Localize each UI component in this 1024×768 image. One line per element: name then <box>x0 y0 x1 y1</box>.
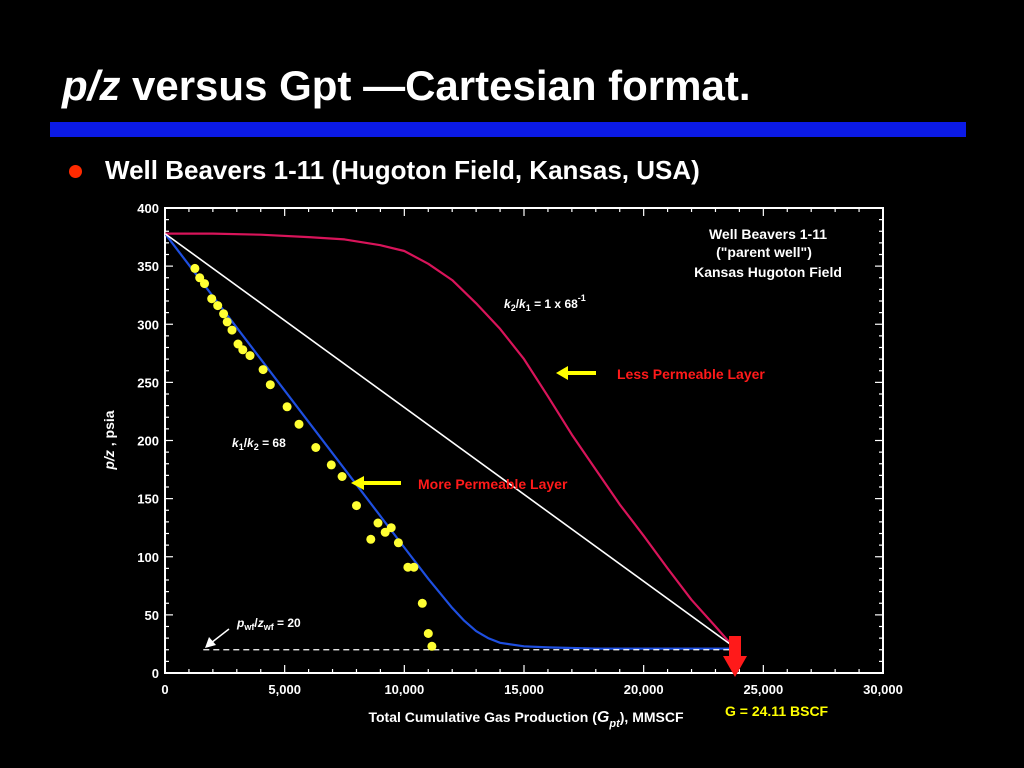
y-tick-label: 150 <box>137 492 159 507</box>
title-divider-bar <box>50 122 966 137</box>
x-tick-label: 0 <box>161 682 168 697</box>
chart-series <box>165 232 731 651</box>
data-point <box>258 365 268 375</box>
x-axis-title: Total Cumulative Gas Production (Gpt), M… <box>368 709 683 730</box>
less-permeable-arrow <box>556 366 596 380</box>
parent-well-line <box>165 232 731 645</box>
page-title-italic: p/z <box>62 62 121 109</box>
page-title-text: versus Gpt —Cartesian format. <box>120 62 751 109</box>
data-point <box>427 641 437 651</box>
data-point <box>238 345 248 355</box>
more-permeable-curve <box>165 232 730 650</box>
y-tick-label: 0 <box>152 666 159 681</box>
data-point <box>417 598 427 608</box>
data-point <box>222 317 232 327</box>
data-point <box>245 351 255 361</box>
chart-axes: 0 5,000 10,000 15,000 20,000 25,000 30,000 0 50 1… <box>137 201 903 697</box>
data-point <box>207 294 217 304</box>
y-tick-label: 200 <box>137 434 159 449</box>
y-tick-label: 100 <box>137 550 159 565</box>
ratio-k2k1-label: k2/k1 = 1 x 68-1 <box>504 293 586 313</box>
data-point <box>282 402 292 412</box>
data-point <box>352 501 361 511</box>
data-point <box>227 325 237 335</box>
more-permeable-arrow <box>351 476 401 490</box>
y-tick-label: 350 <box>137 259 159 274</box>
data-point <box>423 629 433 638</box>
less-permeable-label: Less Permeable Layer <box>617 366 765 382</box>
y-tick-label: 400 <box>137 201 159 216</box>
chart-points <box>190 263 437 651</box>
data-point <box>190 263 200 273</box>
data-point <box>366 534 376 544</box>
data-point <box>213 301 223 311</box>
data-point <box>409 562 419 572</box>
data-point <box>326 460 336 470</box>
data-point <box>373 518 383 528</box>
bullet-text: Well Beavers 1-11 (Hugoton Field, Kansas… <box>105 155 700 185</box>
g-value-label: G = 24.11 BSCF <box>725 703 829 719</box>
data-point <box>265 380 275 390</box>
pwf-label: pwf/zwf = 20 <box>236 616 301 632</box>
more-permeable-label: More Permeable Layer <box>418 476 568 492</box>
data-point <box>386 523 396 533</box>
less-permeable-curve <box>165 232 731 644</box>
data-point <box>337 472 347 481</box>
legend-line-1: Well Beavers 1-11 <box>709 226 827 242</box>
bullet-icon <box>69 165 82 178</box>
y-tick-label: 300 <box>137 317 159 332</box>
data-point <box>311 443 321 452</box>
legend-line-2: ("parent well") <box>716 244 812 260</box>
ratio-k1k2-label: k1/k2 = 68 <box>232 436 286 452</box>
x-tick-label: 20,000 <box>624 682 664 697</box>
data-point <box>200 279 209 289</box>
page-title: p/z versus Gpt —Cartesian format. <box>62 62 751 110</box>
y-tick-label: 50 <box>145 608 159 623</box>
x-tick-label: 5,000 <box>268 682 301 697</box>
data-point <box>219 309 229 319</box>
data-point <box>393 538 403 548</box>
data-point <box>294 419 304 429</box>
x-tick-label: 30,000 <box>863 682 903 697</box>
g-down-arrow-icon <box>723 636 747 677</box>
y-axis-title: p/z , psia <box>101 410 117 470</box>
y-tick-label: 250 <box>137 375 159 390</box>
pwf-pointer-arrow <box>205 628 230 648</box>
x-tick-label: 10,000 <box>384 682 424 697</box>
x-tick-label: 25,000 <box>743 682 783 697</box>
legend-line-3: Kansas Hugoton Field <box>694 264 842 280</box>
x-tick-label: 15,000 <box>504 682 544 697</box>
